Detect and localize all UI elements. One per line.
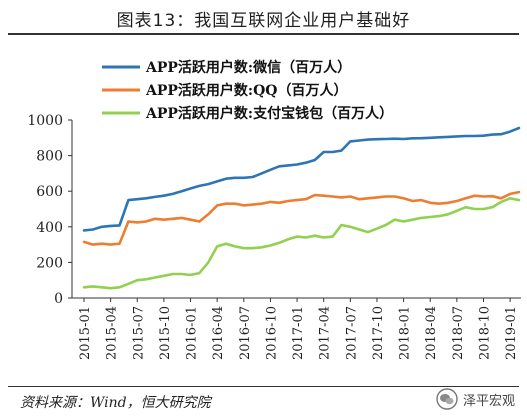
y-tick-label: 0 (54, 291, 63, 307)
figure-title: 图表13：我国互联网企业用户基础好 (116, 11, 411, 31)
legend-label-2: APP活跃用户数:QQ（百万人） (145, 82, 347, 99)
watermark-label: 泽平宏观 (462, 393, 515, 409)
series-line-3 (82, 197, 521, 290)
y-tick-label: 200 (36, 255, 63, 271)
chart-axes: 0 200 400 600 800 1000 2015-01 2015-04 2015-07 20… (27, 113, 521, 360)
y-tick-label: 400 (36, 220, 63, 236)
x-tick-label: 2018-10 (477, 306, 492, 360)
x-tick-label: 2015-07 (131, 306, 146, 360)
title-divider (8, 33, 519, 35)
chart-series (82, 126, 521, 290)
x-tick-label: 2015-01 (78, 306, 93, 360)
x-tick-label: 2017-07 (344, 306, 359, 360)
chart-legend: APP活跃用户数:微信（百万人） APP活跃用户数:QQ（百万人） APP活跃用户数… (102, 59, 393, 122)
legend-label-1: APP活跃用户数:微信（百万人） (145, 59, 351, 76)
x-tick-label: 2016-10 (264, 306, 279, 360)
x-tick-label: 2018-01 (398, 306, 413, 360)
x-tick-label: 2015-04 (105, 306, 120, 360)
x-tick-label: 2015-10 (158, 306, 173, 360)
wechat-logo-icon (436, 388, 458, 410)
watermark: 泽平宏观 (436, 388, 515, 410)
x-tick-label: 2016-07 (238, 306, 253, 360)
x-tick-label: 2016-04 (211, 306, 226, 360)
x-tick-label: 2016-01 (185, 306, 200, 360)
y-tick-label: 800 (36, 149, 63, 165)
x-tick-label: 2017-04 (318, 306, 333, 360)
footer-divider (8, 386, 519, 387)
series-line-1 (82, 126, 521, 232)
legend-label-3: APP活跃用户数:支付宝钱包（百万人） (145, 105, 393, 122)
x-tick-label: 2018-07 (451, 306, 466, 360)
x-tick-label: 2017-10 (371, 306, 386, 360)
line-chart: APP活跃用户数:微信（百万人） APP活跃用户数:QQ（百万人） APP活跃用户数… (27, 59, 521, 360)
x-tick-label: 2018-04 (424, 306, 439, 360)
y-tick-label: 600 (36, 184, 63, 200)
x-tick-label: 2019-01 (504, 306, 519, 360)
x-tick-label: 2017-01 (291, 306, 306, 360)
series-line-2 (82, 190, 521, 246)
y-tick-label: 1000 (27, 113, 63, 129)
source-note: 资料来源：Wind，恒大研究院 (20, 395, 211, 411)
